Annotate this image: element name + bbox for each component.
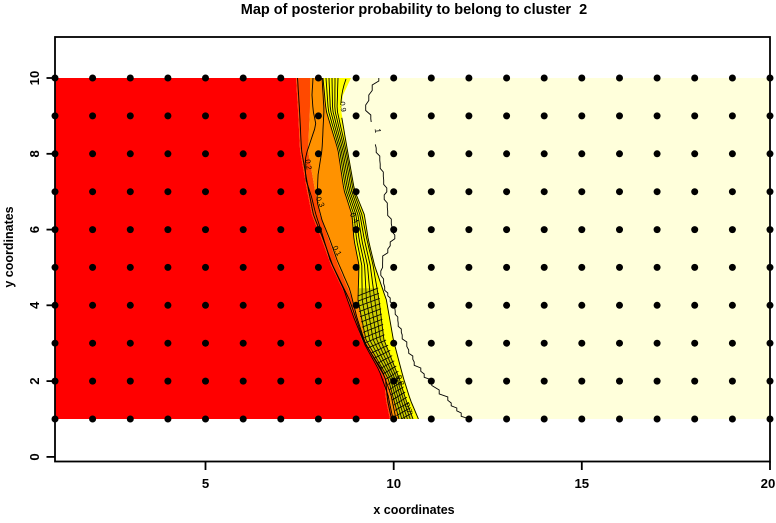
svg-text:y coordinates: y coordinates <box>2 206 16 287</box>
svg-text:8: 8 <box>27 150 42 157</box>
svg-text:x coordinates: x coordinates <box>373 503 454 517</box>
svg-text:Map of posterior probability t: Map of posterior probability to belong t… <box>241 2 587 18</box>
svg-text:10: 10 <box>386 476 401 491</box>
svg-text:0.8: 0.8 <box>394 374 406 387</box>
svg-text:2: 2 <box>27 377 42 384</box>
svg-text:10: 10 <box>27 71 42 86</box>
svg-text:20: 20 <box>761 476 776 491</box>
svg-text:15: 15 <box>574 476 589 491</box>
svg-text:0.2: 0.2 <box>303 159 314 171</box>
svg-text:0.7: 0.7 <box>402 402 414 415</box>
svg-text:4: 4 <box>27 301 42 309</box>
svg-text:1: 1 <box>373 128 383 134</box>
svg-text:0.9: 0.9 <box>338 101 348 113</box>
svg-text:5: 5 <box>202 476 209 491</box>
svg-text:0.4: 0.4 <box>348 211 361 224</box>
svg-text:0.3: 0.3 <box>314 195 327 208</box>
svg-text:6: 6 <box>27 226 42 233</box>
svg-text:0: 0 <box>27 453 42 460</box>
